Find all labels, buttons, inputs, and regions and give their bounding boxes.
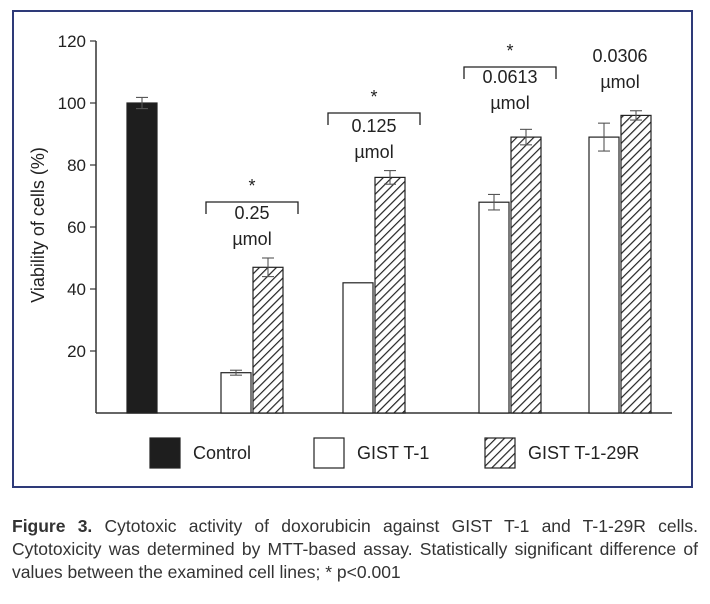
concentration-label: 0.0613 (482, 67, 537, 87)
legend-label: Control (193, 443, 251, 463)
bar-gist-t-1-29r (510, 136, 542, 414)
y-tick-label: 80 (67, 156, 86, 175)
bar-gist-t-1 (588, 136, 620, 414)
legend: Control GIST T-1 GIST T-1-29R (149, 437, 639, 469)
bar-gist-t-1 (478, 201, 510, 414)
bar-gist-t-1-29r (374, 176, 406, 414)
y-tick-label: 60 (67, 218, 86, 237)
y-tick-label: 40 (67, 280, 86, 299)
legend-label: GIST T-1 (357, 443, 429, 463)
figure-frame (12, 10, 693, 488)
significance-star: * (506, 41, 513, 61)
y-axis-label: Viability of cells (%) (28, 147, 48, 303)
y-tick-label: 120 (58, 32, 86, 51)
concentration-label: µmol (232, 229, 271, 249)
caption-text: Cytotoxic activity of doxorubicin agains… (12, 516, 698, 582)
bar-chart: 20 40 60 80 100 120 Viability of cells (%) * 0.… (28, 32, 672, 469)
concentration-label: µmol (600, 72, 639, 92)
significance-bracket (463, 66, 557, 79)
concentration-label: µmol (490, 93, 529, 113)
bars-layer (126, 96, 652, 414)
legend-swatch (484, 437, 516, 469)
significance-star: * (370, 87, 377, 107)
bar-gist-t-1-29r (252, 266, 284, 414)
bar-gist-t-1 (342, 282, 374, 414)
figure-caption: Figure 3. Cytotoxic activity of doxorubi… (12, 515, 698, 584)
significance-bracket (205, 201, 299, 214)
annotations-layer: * 0.25 µmol * 0.125 µmol * 0.0613 µmol 0.0306 µmol (205, 41, 648, 249)
caption-label: Figure 3. (12, 516, 93, 536)
y-tick-label: 100 (58, 94, 86, 113)
concentration-label: 0.125 (351, 116, 396, 136)
legend-label: GIST T-1-29R (528, 443, 639, 463)
concentration-label: 0.0306 (592, 46, 647, 66)
concentration-label: 0.25 (234, 203, 269, 223)
axes: 20 40 60 80 100 120 Viability of cells (%) (28, 32, 672, 414)
bar-gist-t-1-29r (620, 114, 652, 414)
significance-star: * (248, 176, 255, 196)
legend-swatch (149, 437, 181, 469)
legend-swatch (313, 437, 345, 469)
bar-control (126, 102, 158, 414)
y-tick-label: 20 (67, 342, 86, 361)
concentration-label: µmol (354, 142, 393, 162)
significance-bracket (327, 112, 421, 125)
bar-gist-t-1 (220, 372, 252, 414)
